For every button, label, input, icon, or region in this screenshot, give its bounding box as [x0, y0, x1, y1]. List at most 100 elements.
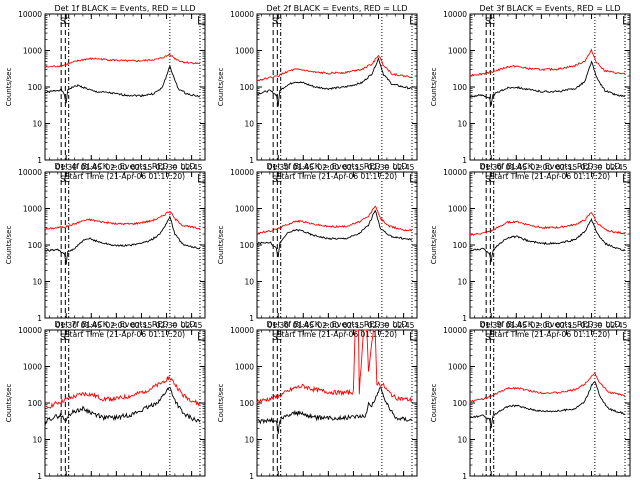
- y-tick-label: 1: [462, 314, 467, 323]
- x-tick-label: 02:15: [556, 163, 578, 172]
- y-tick-label: 10000: [443, 326, 467, 335]
- x-tick-label: 01:45: [505, 321, 527, 330]
- x-tick-label: 02:30: [368, 163, 390, 172]
- x-tick-label: 02:45: [606, 321, 628, 330]
- y-tick-label: 1: [249, 314, 254, 323]
- panel-title: Det 9f BLACK = Events, RED = LLD: [479, 320, 620, 329]
- detector-panel: Det 9f BLACK = Events, RED = LLD 1 10 100 10…: [430, 320, 631, 484]
- x-tick-label: 02:45: [393, 321, 415, 330]
- y-tick-label: 10000: [230, 168, 254, 177]
- y-tick-label: 10: [32, 278, 42, 287]
- y-tick-label: 10: [244, 278, 254, 287]
- x-axis-label: Start Time (21-Apr-06 01:17:20): [65, 172, 185, 181]
- x-tick-label: 02:30: [368, 321, 390, 330]
- y-tick-label: 1000: [235, 363, 254, 372]
- y-axis-label: Counts/sec: [217, 384, 225, 423]
- y-tick-label: 10000: [443, 168, 467, 177]
- y-tick-label: 1000: [235, 47, 254, 56]
- x-tick-label: 01:30: [267, 321, 289, 330]
- start-marker-label: S: [272, 17, 278, 27]
- y-tick-label: 100: [28, 83, 43, 92]
- start-marker-label: S: [60, 333, 66, 343]
- x-tick-label: 02:15: [131, 163, 153, 172]
- x-tick-label: 02:30: [581, 321, 603, 330]
- x-tick-label: 01:45: [292, 321, 314, 330]
- center-marker-label: C: [276, 333, 282, 343]
- end-marker: [198, 16, 205, 25]
- y-tick-label: 10: [457, 436, 467, 445]
- events-series-line: [469, 381, 626, 429]
- y-tick-label: 100: [28, 241, 43, 250]
- y-tick-label: 1: [37, 314, 42, 323]
- end-marker: [410, 332, 417, 341]
- y-tick-label: 10000: [230, 10, 254, 19]
- events-series-line: [256, 209, 413, 258]
- x-tick-label: 01:45: [292, 163, 314, 172]
- detector-panel: Det 5f BLACK = Events, RED = LLD 1 10 100 10…: [217, 162, 418, 339]
- x-tick-label: 02:45: [393, 163, 415, 172]
- x-tick-label: 02:00: [531, 163, 553, 172]
- x-tick-label: 02:30: [156, 321, 178, 330]
- y-tick-label: 100: [240, 83, 255, 92]
- y-tick-label: 100: [453, 399, 468, 408]
- y-tick-label: 10: [457, 278, 467, 287]
- end-marker: [623, 16, 630, 25]
- y-tick-label: 10000: [18, 10, 42, 19]
- x-tick-label: 01:45: [80, 163, 102, 172]
- end-marker: [623, 174, 630, 183]
- x-tick-label: 01:30: [480, 163, 502, 172]
- x-tick-label: 01:30: [267, 163, 289, 172]
- events-series-line: [44, 215, 200, 265]
- y-tick-label: 1000: [448, 205, 467, 214]
- x-tick-label: 02:15: [556, 321, 578, 330]
- events-series-line: [256, 56, 413, 107]
- x-tick-label: 02:15: [343, 321, 365, 330]
- x-tick-label: 02:00: [318, 321, 340, 330]
- events-series-line: [469, 60, 626, 106]
- y-tick-label: 1000: [23, 205, 42, 214]
- lld-series-line: [256, 54, 413, 82]
- panel-title: Det 6f BLACK = Events, RED = LLD: [479, 162, 620, 171]
- y-tick-label: 10: [244, 436, 254, 445]
- y-tick-label: 10: [457, 120, 467, 129]
- x-tick-label: 01:30: [55, 163, 77, 172]
- y-tick-label: 100: [453, 241, 468, 250]
- y-axis-label: Counts/sec: [5, 384, 13, 423]
- center-marker-label: C: [64, 17, 70, 27]
- x-tick-label: 02:45: [606, 163, 628, 172]
- x-tick-label: 02:45: [181, 321, 203, 330]
- center-marker-label: C: [489, 17, 495, 27]
- x-tick-label: 01:30: [55, 321, 77, 330]
- y-tick-label: 1: [37, 156, 42, 165]
- end-marker: [623, 332, 630, 341]
- y-tick-label: 1000: [23, 47, 42, 56]
- center-marker-label: C: [489, 333, 495, 343]
- y-tick-label: 100: [28, 399, 43, 408]
- x-tick-label: 01:45: [505, 163, 527, 172]
- y-tick-label: 1: [462, 156, 467, 165]
- x-tick-label: 01:30: [480, 321, 502, 330]
- x-tick-label: 02:15: [131, 321, 153, 330]
- start-marker-label: S: [60, 175, 66, 185]
- start-marker-label: S: [485, 175, 491, 185]
- y-axis-label: Counts/sec: [217, 226, 225, 265]
- center-marker-label: C: [276, 175, 282, 185]
- y-tick-label: 1: [37, 472, 42, 480]
- y-tick-label: 10000: [230, 326, 254, 335]
- y-tick-label: 100: [240, 241, 255, 250]
- lld-series-line: [469, 211, 626, 236]
- panel-title: Det 1f BLACK = Events, RED = LLD: [54, 4, 195, 13]
- detector-panel: Det 6f BLACK = Events, RED = LLD 1 10 100 10…: [430, 162, 631, 339]
- events-series-line: [44, 64, 201, 104]
- x-tick-label: 02:30: [581, 163, 603, 172]
- x-axis-label: Start Time (21-Apr-06 01:17:20): [277, 330, 397, 339]
- y-tick-label: 1: [462, 472, 467, 480]
- y-tick-label: 10000: [18, 168, 42, 177]
- detector-panel: Det 4f BLACK = Events, RED = LLD 1 10 100 10…: [5, 162, 206, 339]
- lld-series-line: [469, 371, 626, 403]
- y-tick-label: 10: [32, 120, 42, 129]
- lld-series-line: [44, 210, 201, 231]
- y-tick-label: 1000: [235, 205, 254, 214]
- detector-panel: Det 8f BLACK = Events, RED = LLD 1 10 100 10…: [217, 320, 418, 484]
